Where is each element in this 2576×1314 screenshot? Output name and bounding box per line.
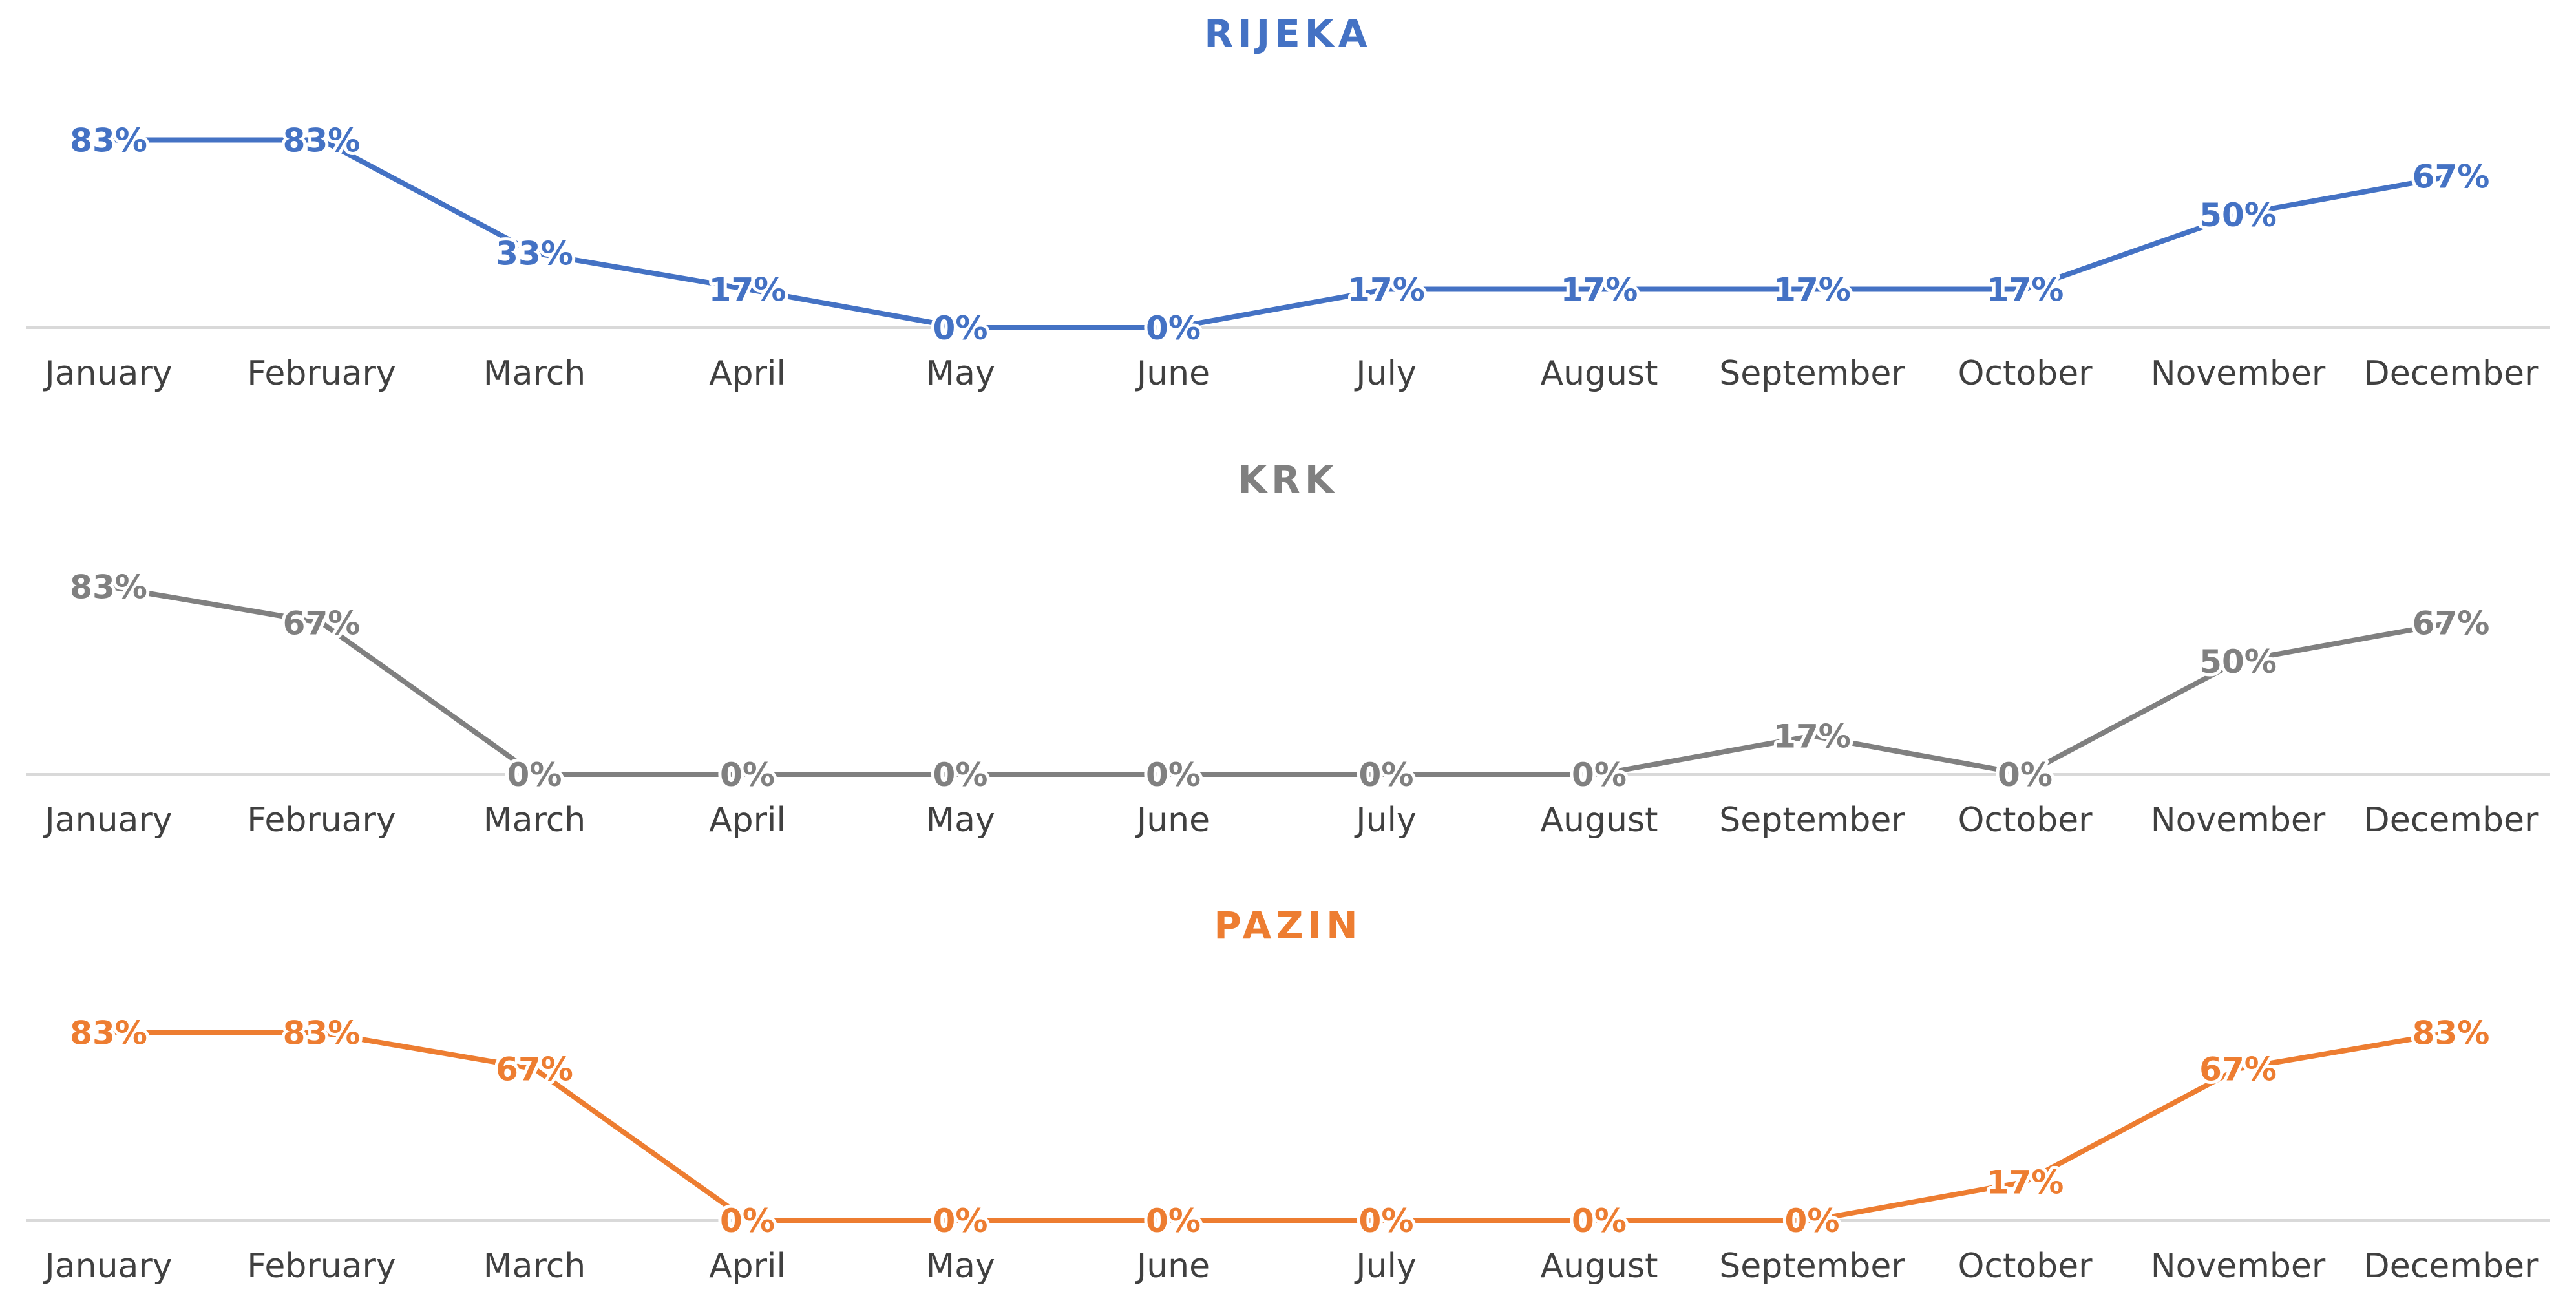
x-tick-label: October [1958,354,2093,393]
x-tick-label: May [925,801,995,840]
x-tick-label: June [1135,1247,1210,1286]
x-tick-label: February [247,354,396,393]
x-tick-label: January [43,801,172,840]
series-line [106,137,2454,330]
data-label: 0% [1572,756,1627,794]
data-label: 0% [1359,756,1414,794]
data-label: 50% [2199,643,2277,681]
x-tick-label: July [1354,801,1417,840]
chart-title: PAZIN [1214,904,1362,948]
data-label: 0% [1998,756,2053,794]
data-label: 0% [933,310,988,347]
x-tick-label: November [2151,1247,2326,1286]
x-tick-label: March [483,1247,586,1286]
chart-rijeka: RIJEKA January February March April May June J… [26,12,2550,393]
data-label: 83% [2412,1015,2490,1052]
x-tick-label: May [925,1247,995,1286]
chart-pazin: PAZIN January February March April May June Ju… [26,904,2550,1286]
data-label: 0% [720,1202,775,1240]
data-label: 0% [720,756,775,794]
data-label: 0% [1572,1202,1627,1240]
data-label: 67% [283,605,361,642]
x-tick-label: February [247,1247,396,1286]
x-tick-label: January [43,354,172,393]
data-label: 0% [1146,1202,1201,1240]
data-label: 17% [1347,271,1425,309]
data-label: 83% [283,1015,361,1052]
chart-title: KRK [1238,458,1338,502]
x-tick-label: August [1541,801,1658,840]
x-tick-label: June [1135,354,1210,393]
data-label: 0% [1146,756,1201,794]
data-label: 0% [1359,1202,1414,1240]
x-tick-label: February [247,801,396,840]
data-label: 0% [933,1202,988,1240]
x-tick-label: July [1354,1247,1417,1286]
x-tick-label: December [2364,801,2539,840]
data-label: 83% [70,122,147,160]
data-label: 83% [70,569,147,606]
x-tick-label: July [1354,354,1417,393]
data-label: 67% [2412,605,2490,642]
chart-title: RIJEKA [1204,12,1371,56]
x-tick-label: March [483,801,586,840]
x-tick-label: May [925,354,995,393]
series-line [106,584,2454,777]
data-label: 0% [933,756,988,794]
series-line [106,1030,2454,1223]
data-label: 67% [496,1051,573,1088]
x-tick-label: September [1719,354,1905,393]
data-label: 67% [2412,158,2490,196]
data-label: 17% [1773,718,1851,756]
x-tick-label: March [483,354,586,393]
x-tick-label: October [1958,801,2093,840]
data-label: 83% [70,1015,147,1052]
x-tick-label: September [1719,1247,1905,1286]
data-label: 0% [1146,310,1201,347]
data-label: 0% [1785,1202,1840,1240]
data-label: 17% [1987,271,2064,309]
x-tick-label: August [1541,1247,1658,1286]
x-tick-label: November [2151,354,2326,393]
x-tick-label: October [1958,1247,2093,1286]
chart-krk: KRK January February March April May June July… [26,458,2550,840]
data-label: 17% [709,271,787,309]
x-tick-label: June [1135,801,1210,840]
x-tick-label: April [709,1247,786,1286]
data-label: 17% [1987,1164,2064,1202]
data-label: 50% [2199,196,2277,234]
data-label: 17% [1773,271,1851,309]
x-tick-label: January [43,1247,172,1286]
x-tick-label: December [2364,1247,2539,1286]
x-tick-label: September [1719,801,1905,840]
data-label: 33% [496,235,573,273]
x-tick-label: August [1541,354,1658,393]
data-label: 17% [1561,271,1638,309]
data-label: 0% [507,756,562,794]
x-tick-label: November [2151,801,2326,840]
data-label: 83% [283,122,361,160]
data-label: 67% [2199,1051,2277,1088]
x-tick-label: April [709,801,786,840]
x-tick-label: April [709,354,786,393]
x-tick-label: December [2364,354,2539,393]
